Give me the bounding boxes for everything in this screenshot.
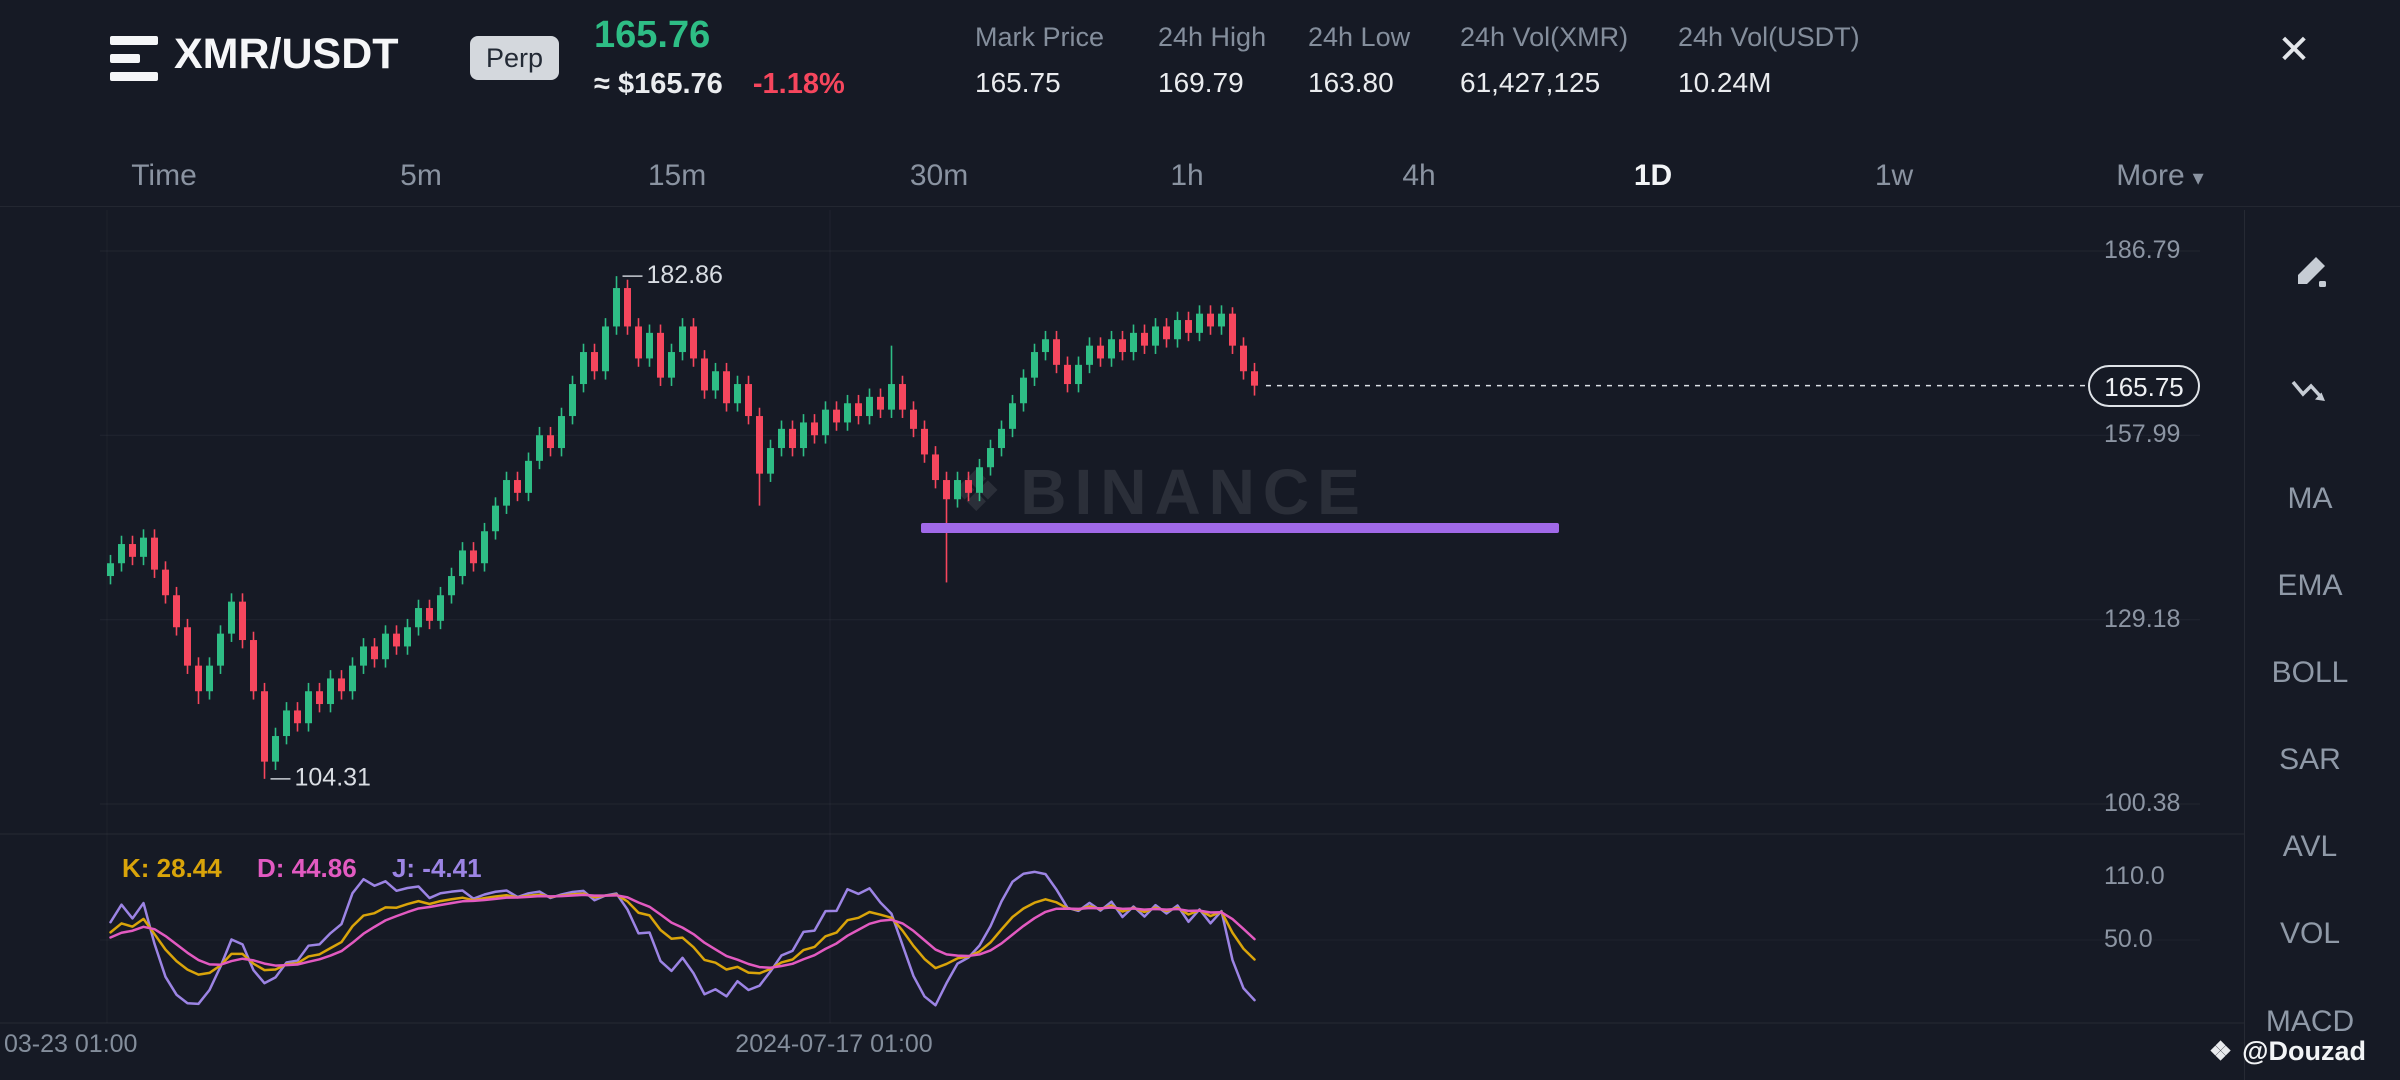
kdj-k-value: K: 28.44 <box>122 853 222 883</box>
y-axis-label: 157.99 <box>2104 420 2181 449</box>
draw-tool-button[interactable] <box>2245 251 2375 300</box>
indicator-ma[interactable]: MA <box>2287 482 2333 515</box>
indicator-avl[interactable]: AVL <box>2282 830 2338 863</box>
last-price-tag[interactable]: 165.75 <box>2088 364 2200 407</box>
indicator-ema[interactable]: EMA <box>2277 569 2343 602</box>
stat-label: 24h Low <box>1308 22 1411 52</box>
tab-1w[interactable]: 1w <box>1874 159 1914 192</box>
change-percent: -1.18% <box>752 68 845 100</box>
stat-mark-price: Mark Price 165.75 <box>975 22 1104 99</box>
kdj-axis-label: 50.0 <box>2104 925 2153 953</box>
indicator-sar[interactable]: SAR <box>2279 743 2341 776</box>
last-price-value: 165.76 <box>594 14 711 56</box>
kdj-j-value: J: -4.41 <box>391 853 482 883</box>
x-axis-label-left: 03-23 01:00 <box>4 1030 138 1058</box>
stat-value: 163.80 <box>1308 67 1394 98</box>
stat-24h-low: 24h Low 163.80 <box>1308 22 1410 99</box>
binance-logo-icon <box>110 36 158 82</box>
stat-label: 24h High <box>1158 22 1267 52</box>
tab-15m[interactable]: 15m <box>647 159 707 192</box>
indicator-vol[interactable]: VOL <box>2279 917 2341 950</box>
stat-label: 24h Vol(USDT) <box>1678 22 1860 52</box>
credit: ❖ @Douzad <box>2209 1036 2366 1067</box>
price-subrow: ≈ $165.76 -1.18% <box>594 68 845 101</box>
tab-30m[interactable]: 30m <box>909 159 969 192</box>
caret-down-icon: ▾ <box>2192 165 2204 190</box>
tab-4h[interactable]: 4h <box>1402 159 1436 192</box>
y-axis-label: 129.18 <box>2104 604 2181 633</box>
tab-time[interactable]: Time <box>131 159 197 192</box>
stat-label: 24h Vol(XMR) <box>1460 22 1629 52</box>
stat-value: 61,427,125 <box>1460 67 1601 98</box>
tab-1h[interactable]: 1h <box>1170 159 1204 192</box>
stat-value: 169.79 <box>1158 67 1244 98</box>
stat-24h-high: 24h High 169.79 <box>1158 22 1266 99</box>
bnb-diamond-icon: ❖ <box>2208 1036 2233 1066</box>
stat-value: 10.24M <box>1678 67 1772 98</box>
kdj-values: K: 28.44 D: 44.86 J: -4.41 <box>122 853 510 884</box>
stat-24h-vol-xmr: 24h Vol(XMR) 61,427,125 <box>1460 22 1628 99</box>
chart-line-down-icon <box>2291 380 2325 401</box>
watermark-text: BINANCE <box>1020 456 1368 528</box>
credit-handle: @Douzad <box>2242 1036 2366 1066</box>
svg-text:104.31: 104.31 <box>295 763 371 791</box>
approx-usd-price: ≈ $165.76 <box>594 68 723 100</box>
tab-1d[interactable]: 1D <box>1633 159 1673 192</box>
indicator-boll[interactable]: BOLL <box>2271 656 2349 689</box>
more-dropdown[interactable]: More ▾ <box>2116 150 2203 202</box>
trendline-tool-button[interactable] <box>2245 368 2375 417</box>
pencil-icon <box>2298 257 2326 287</box>
y-axis-label: 186.79 <box>2104 236 2181 264</box>
kdj-d-value: D: 44.86 <box>256 853 357 883</box>
binance-watermark: ❖ BINANCE <box>950 455 1368 529</box>
tab-5m[interactable]: 5m <box>400 159 442 192</box>
y-axis-label: 100.38 <box>2104 789 2181 817</box>
close-icon[interactable]: ✕ <box>2277 28 2311 72</box>
more-label: More <box>2116 159 2185 192</box>
contract-type-badge: Perp <box>470 36 560 80</box>
stat-24h-vol-usdt: 24h Vol(USDT) 10.24M <box>1678 22 1860 99</box>
indicator-macd[interactable]: MACD <box>2265 1005 2355 1038</box>
stat-value: 165.75 <box>975 67 1061 98</box>
kdj-axis-label: 110.0 <box>2104 862 2165 890</box>
stat-label: Mark Price <box>975 22 1105 52</box>
svg-text:182.86: 182.86 <box>647 261 723 289</box>
x-axis-label-mid: 2024-07-17 01:00 <box>735 1030 933 1058</box>
right-toolbar: MA EMA BOLL SAR AVL VOL MACD <box>2244 210 2375 1080</box>
symbol-title: XMR/USDT <box>174 30 399 78</box>
divider <box>0 206 2400 207</box>
